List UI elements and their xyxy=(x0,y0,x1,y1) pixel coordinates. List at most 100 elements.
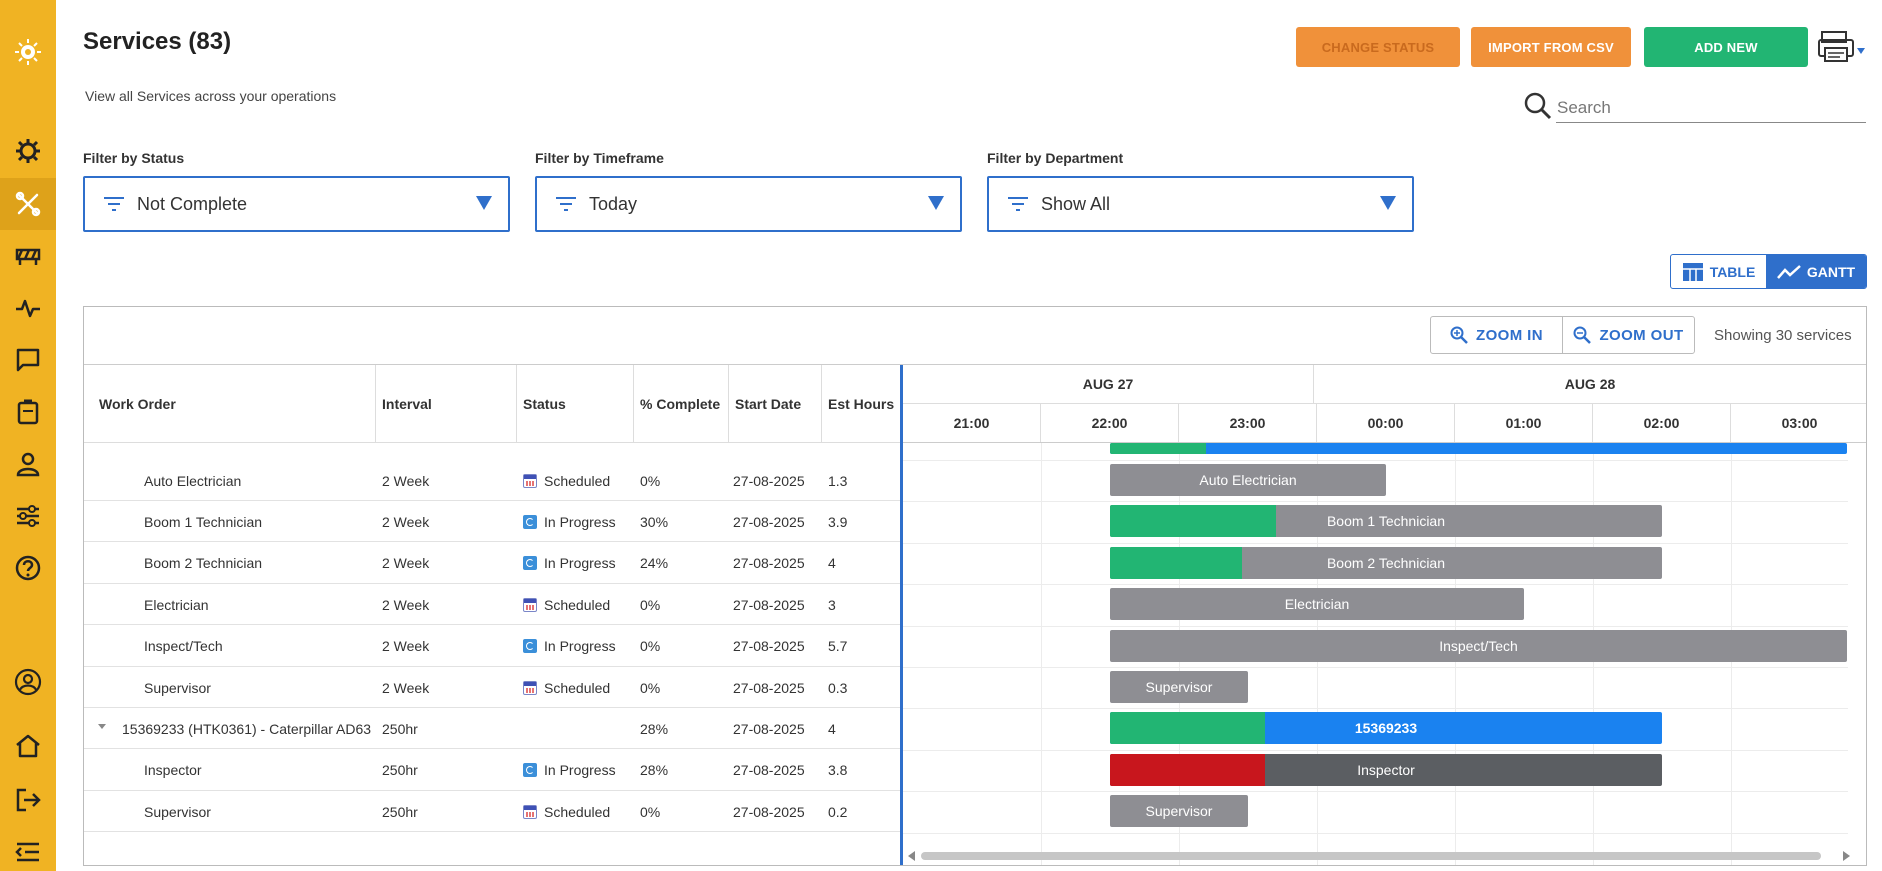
change-status-button[interactable]: CHANGE STATUS xyxy=(1296,27,1460,67)
gantt-row-line xyxy=(903,460,1848,461)
page-subtitle: View all Services across your operations xyxy=(85,88,337,104)
cell-est-hours: 3.9 xyxy=(828,501,847,542)
zoom-out-button[interactable]: ZOOM OUT xyxy=(1562,317,1694,353)
table-row[interactable]: Inspector 250hr In Progress 28% 27-08-2025 3.… xyxy=(84,750,900,791)
gantt-bar[interactable]: Auto Electrician xyxy=(1110,464,1386,496)
gantt-bar[interactable]: Inspector xyxy=(1110,753,1662,786)
gantt-bar[interactable]: Boom 2 Technician xyxy=(1110,546,1662,579)
split-divider[interactable] xyxy=(900,365,903,865)
dashboard-icon[interactable] xyxy=(0,125,56,177)
gantt-view-button[interactable]: GANTT xyxy=(1766,255,1866,288)
col-header-interval[interactable]: Interval xyxy=(376,365,517,442)
services-table: Work Order Interval Status % Complete St… xyxy=(84,365,900,865)
cell-status-text: In Progress xyxy=(544,638,616,655)
logout-icon[interactable] xyxy=(0,774,56,826)
in-progress-icon xyxy=(523,763,537,778)
search-input[interactable]: Search xyxy=(1557,98,1611,117)
table-row[interactable]: Supervisor 2 Week Scheduled 0% 27-08-2025 0.3 xyxy=(84,667,900,708)
filter-department-select[interactable]: Show All xyxy=(987,176,1414,232)
table-row[interactable]: Inspect/Tech 2 Week In Progress 0% 27-08-202… xyxy=(84,626,900,667)
help-icon[interactable] xyxy=(0,542,56,594)
cell-interval-text: 2 Week xyxy=(382,596,430,613)
gantt-bar[interactable]: Electrician xyxy=(1110,588,1524,621)
gantt-bar-label: Supervisor xyxy=(1145,679,1213,695)
filter-status-label: Filter by Status xyxy=(83,150,185,166)
search-box[interactable]: Search xyxy=(1524,92,1866,126)
filter-timeframe-value: Today xyxy=(589,194,638,214)
in-progress-icon xyxy=(523,639,537,654)
filter-icon xyxy=(104,197,124,211)
settings-sliders-icon[interactable] xyxy=(0,490,56,542)
table-row[interactable]: Electrician 2 Week Scheduled 0% 27-08-2025 3 xyxy=(84,584,900,626)
activity-icon[interactable] xyxy=(0,282,56,334)
cell-work-order-text: Inspect/Tech xyxy=(144,638,223,655)
cell-start-date-text: 27-08-2025 xyxy=(733,513,805,530)
table-view-button[interactable]: TABLE xyxy=(1671,255,1766,288)
cell-work-order: Boom 1 Technician xyxy=(144,501,262,542)
col-header-start-date[interactable]: Start Date xyxy=(729,365,822,442)
logo-icon[interactable] xyxy=(0,26,56,78)
cell-complete-text: 24% xyxy=(640,555,669,572)
import-csv-button[interactable]: IMPORT FROM CSV xyxy=(1471,27,1631,67)
cell-interval-text: 2 Week xyxy=(382,472,430,489)
panel-divider xyxy=(84,364,1866,365)
cell-complete: 30% xyxy=(640,501,668,542)
col-header-work-order[interactable]: Work Order xyxy=(84,365,376,442)
gantt-bar-label: Boom 1 Technician xyxy=(1326,513,1446,530)
gantt-bar[interactable]: Boom 1 Technician xyxy=(1110,505,1662,538)
menu-collapse-icon[interactable] xyxy=(0,826,56,871)
cell-start-date: 27-08-2025 xyxy=(733,543,805,584)
collapse-caret-icon[interactable] xyxy=(98,724,106,730)
cell-est-hours-text: 3 xyxy=(828,596,836,613)
cell-est-hours-text: 3.8 xyxy=(828,762,848,779)
col-header-est-hours[interactable]: Est Hours xyxy=(828,395,895,412)
cell-start-date-text: 27-08-2025 xyxy=(733,555,805,572)
services-icon[interactable] xyxy=(0,178,56,230)
gantt-bar[interactable]: Inspect/Tech xyxy=(1110,629,1847,662)
cell-interval: 2 Week xyxy=(382,667,429,708)
filter-timeframe-select[interactable]: Today xyxy=(535,176,962,232)
cell-complete: 28% xyxy=(640,708,668,749)
cell-est-hours-text: 4 xyxy=(828,555,836,572)
home-icon[interactable] xyxy=(0,720,56,772)
barrier-icon[interactable] xyxy=(0,230,56,282)
cell-status: In Progress xyxy=(523,501,616,542)
add-new-button[interactable]: ADD NEW xyxy=(1644,27,1808,67)
gantt-bar[interactable]: Supervisor xyxy=(1110,671,1248,703)
table-row[interactable]: Supervisor 250hr Scheduled 0% 27-08-2025 0.2 xyxy=(84,791,900,833)
cell-status: Scheduled xyxy=(523,584,610,625)
cell-start-date: 27-08-2025 xyxy=(733,791,805,832)
zoom-in-button[interactable]: ZOOM IN xyxy=(1431,317,1562,353)
table-row[interactable]: 15369233 (HTK0361) - Caterpillar AD63 250… xyxy=(84,708,900,750)
gantt-header-divider xyxy=(903,442,1866,443)
table-row[interactable]: Boom 2 Technician 2 Week In Progress 24% 27-… xyxy=(84,543,900,584)
user-icon[interactable] xyxy=(0,438,56,490)
clipboard-icon[interactable] xyxy=(0,386,56,438)
cell-complete: 0% xyxy=(640,791,660,832)
cell-work-order: Supervisor xyxy=(144,791,211,832)
gantt-bar[interactable]: 15369233 xyxy=(1110,712,1662,745)
table-row[interactable]: Auto Electrician 2 Week Scheduled 0% 27-08-2… xyxy=(84,460,900,501)
table-row[interactable]: Boom 1 Technician 2 Week In Progress 30% 27-… xyxy=(84,501,900,543)
col-header-status[interactable]: Status xyxy=(517,365,634,442)
gantt-day-header: AUG 28 xyxy=(1314,365,1866,404)
filter-status-value: Not Complete xyxy=(137,194,248,214)
gantt-bar[interactable] xyxy=(1110,443,1847,454)
zoom-in-label: ZOOM IN xyxy=(1476,326,1543,344)
print-menu-button[interactable] xyxy=(1818,28,1868,64)
messages-icon[interactable] xyxy=(0,334,56,386)
page-title: Services (83) xyxy=(83,28,232,55)
cell-interval-text: 2 Week xyxy=(382,555,430,572)
search-icon xyxy=(1524,92,1552,120)
cell-est-hours: 4 xyxy=(828,708,836,749)
account-icon[interactable] xyxy=(0,656,56,708)
gantt-bar[interactable]: Supervisor xyxy=(1110,795,1248,828)
filter-department-label: Filter by Department xyxy=(987,150,1124,166)
cell-status-text: Scheduled xyxy=(544,596,611,613)
zoom-out-icon xyxy=(1573,326,1592,344)
filter-status-select[interactable]: Not Complete xyxy=(83,176,510,232)
horizontal-scrollbar[interactable] xyxy=(903,847,1866,865)
cell-start-date: 27-08-2025 xyxy=(733,584,805,625)
col-header-complete[interactable]: % Complete xyxy=(634,365,729,442)
cell-start-date-text: 27-08-2025 xyxy=(733,762,805,779)
